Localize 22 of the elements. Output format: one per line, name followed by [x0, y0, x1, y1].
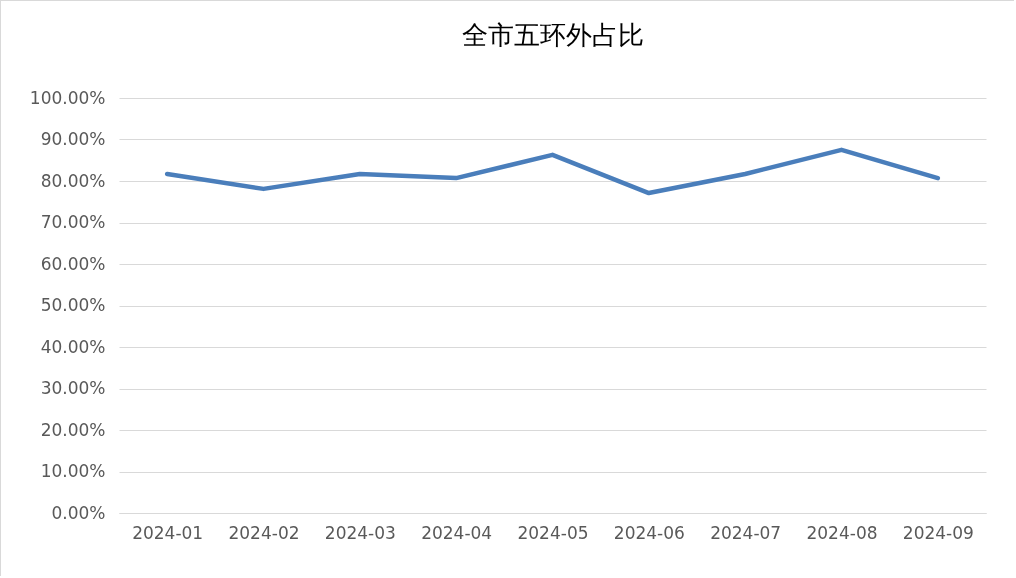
- x-tick-label: 2024-03: [324, 522, 396, 543]
- x-tick-label: 2024-07: [710, 522, 782, 543]
- line-series: [164, 147, 941, 196]
- x-tick-label: 2024-09: [902, 522, 974, 543]
- x-tick-label: 2024-04: [421, 522, 493, 543]
- y-tick-label: 0.00%: [51, 502, 106, 523]
- y-tick-label: 100.00%: [29, 87, 106, 108]
- x-tick-label: 2024-08: [806, 522, 878, 543]
- y-tick-label: 40.00%: [40, 336, 106, 357]
- x-tick-label: 2024-02: [228, 522, 300, 543]
- y-tick-label: 80.00%: [40, 170, 106, 191]
- y-tick-label: 20.00%: [40, 419, 106, 440]
- y-tick-label: 70.00%: [40, 212, 106, 232]
- y-tick-label: 90.00%: [40, 129, 106, 149]
- y-tick-label: 60.00%: [40, 253, 106, 274]
- chart-title: 全市五环外占比: [461, 20, 644, 50]
- x-tick-label: 2024-01: [132, 522, 204, 543]
- y-tick-label: 10.00%: [40, 461, 106, 481]
- x-tick-label: 2024-06: [613, 522, 685, 543]
- y-tick-label: 30.00%: [40, 378, 106, 398]
- x-tick-label: 2024-05: [517, 522, 589, 543]
- y-tick-label: 50.00%: [40, 295, 106, 315]
